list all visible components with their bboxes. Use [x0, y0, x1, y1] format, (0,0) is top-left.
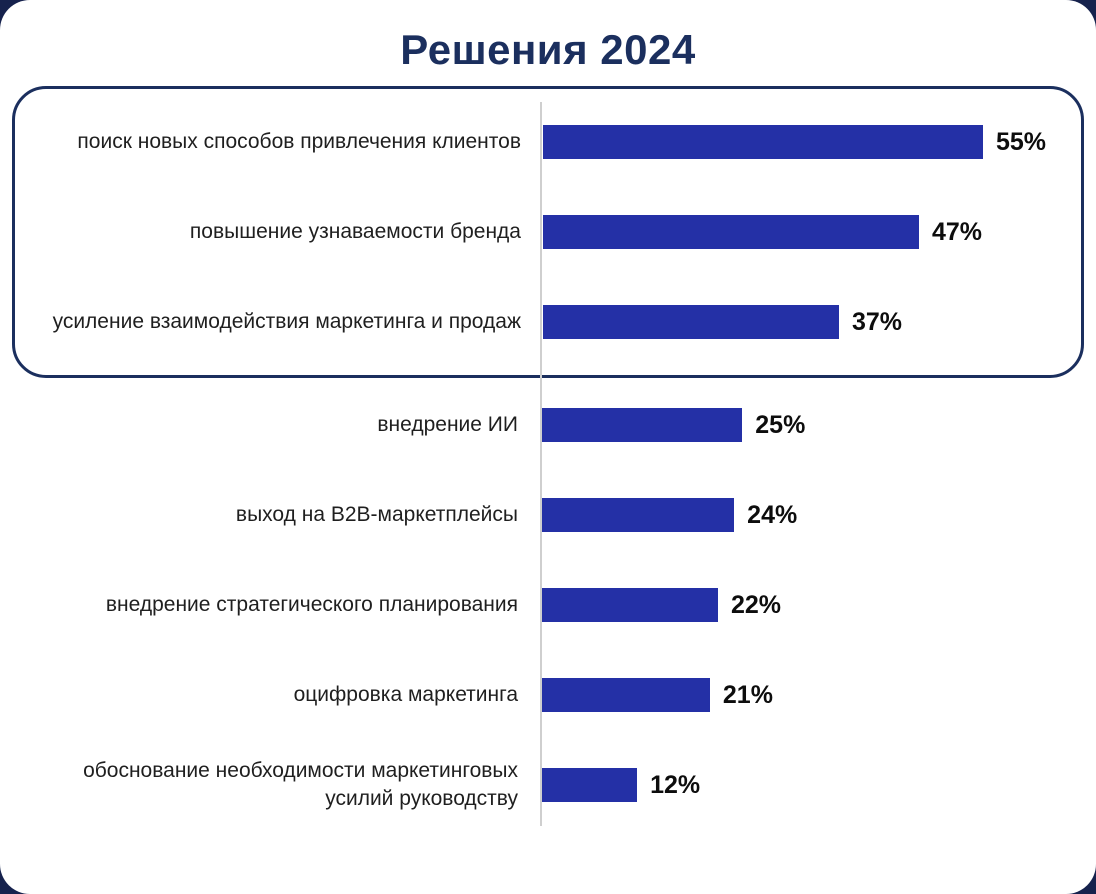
- bar-rows-group: внедрение ИИ 25% выход на B2B-маркетплей…: [12, 378, 1084, 832]
- bar-value-label: 25%: [755, 410, 806, 439]
- bar-chart: поиск новых способов привлечения клиенто…: [0, 86, 1096, 832]
- bar-label: внедрение ИИ: [377, 412, 518, 436]
- highlight-box: поиск новых способов привлечения клиенто…: [12, 86, 1084, 378]
- bar-row: внедрение ИИ 25%: [12, 380, 1074, 470]
- bar-value-label: 21%: [722, 680, 773, 709]
- bar-label: выход на B2B-маркетплейсы: [235, 502, 518, 526]
- bar-value-label: 22%: [731, 590, 782, 619]
- bar-value-label: 12%: [650, 770, 701, 799]
- bar-value-label: 37%: [851, 307, 903, 336]
- bar: [543, 305, 839, 339]
- bar-row: оцифровка маркетинга 21%: [12, 650, 1074, 740]
- bar-label: внедрение стратегического планирования: [105, 592, 518, 616]
- bar: [540, 678, 710, 712]
- bar-label: оцифровка маркетинга: [293, 682, 518, 706]
- bar: [543, 215, 919, 249]
- bar-value-label: 24%: [747, 500, 798, 529]
- bar-label: поиск новых способов привлечения клиенто…: [77, 129, 521, 153]
- bar-row: обоснование необходимости маркетинговых …: [12, 740, 1074, 830]
- bar-label: повышение узнаваемости бренда: [189, 219, 521, 243]
- axis-baseline: [540, 102, 542, 826]
- bar: [540, 768, 638, 802]
- chart-title: Решения 2024: [400, 26, 696, 73]
- bar-row: выход на B2B-маркетплейсы 24%: [12, 470, 1074, 560]
- bar: [540, 498, 735, 532]
- bar-row: усиление взаимодействия маркетинга и про…: [15, 277, 1071, 367]
- bar-row: повышение узнаваемости бренда 47%: [15, 187, 1071, 277]
- bar-value-label: 55%: [996, 127, 1047, 156]
- bar-row: внедрение стратегического планирования 2…: [12, 560, 1074, 650]
- bar: [543, 125, 983, 159]
- bar-label: усиление взаимодействия маркетинга и про…: [52, 309, 521, 333]
- bar-value-label: 47%: [932, 217, 983, 246]
- bar-row: поиск новых способов привлечения клиенто…: [15, 97, 1071, 187]
- bar: [540, 408, 743, 442]
- bar: [540, 588, 718, 622]
- bar-label: обоснование необходимости маркетинговых …: [83, 758, 518, 810]
